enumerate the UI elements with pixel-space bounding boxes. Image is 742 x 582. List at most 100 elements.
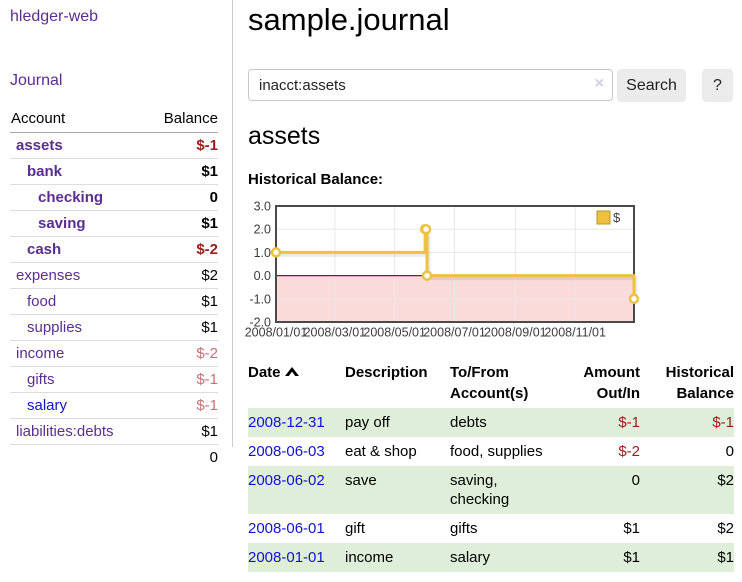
transaction-date-link[interactable]: 2008-06-03 bbox=[248, 443, 325, 460]
transaction-description: income bbox=[345, 549, 394, 566]
search-button[interactable]: Search bbox=[617, 69, 686, 102]
transaction-date-cell: 2008-12-31 bbox=[248, 408, 345, 437]
transaction-accounts: saving, checking bbox=[450, 472, 510, 508]
account-row: assets $-1 bbox=[10, 132, 218, 159]
x-tick-label: 2008/07/01 bbox=[423, 326, 486, 340]
transaction-date-link[interactable]: 2008-06-01 bbox=[248, 520, 325, 537]
accounts-table-body: assets $-1 bank $1 checking 0 saving $1 cash $-2 e… bbox=[10, 132, 218, 445]
data-point-marker bbox=[270, 247, 282, 258]
account-link[interactable]: income bbox=[16, 345, 65, 362]
chevron-up-icon bbox=[284, 367, 299, 376]
account-row: saving $1 bbox=[10, 210, 218, 237]
account-name-cell: assets bbox=[10, 132, 146, 159]
transaction-balance: 0 bbox=[725, 443, 734, 460]
transaction-row: 2008-01-01 income salary $1 $1 bbox=[248, 543, 734, 572]
data-point-marker bbox=[420, 223, 432, 235]
account-balance: $-1 bbox=[145, 132, 218, 159]
transaction-amount: $-1 bbox=[618, 414, 640, 431]
account-link[interactable]: expenses bbox=[16, 267, 81, 284]
account-row: bank $1 bbox=[10, 158, 218, 185]
account-link[interactable]: food bbox=[27, 293, 57, 310]
y-tick-label: -1.0 bbox=[249, 292, 271, 306]
account-name-cell: gifts bbox=[10, 366, 146, 393]
search-input[interactable] bbox=[248, 69, 613, 101]
account-row: food $1 bbox=[10, 288, 218, 315]
plot-border bbox=[275, 205, 635, 323]
accounts-total-row: 0 bbox=[10, 444, 218, 470]
transaction-date-link[interactable]: 2008-12-31 bbox=[248, 414, 325, 431]
account-name-cell: cash bbox=[10, 236, 146, 263]
accounts-table: Account Balance assets $-1 bank $1 checking 0… bbox=[10, 106, 218, 470]
transaction-description: pay off bbox=[345, 414, 390, 431]
account-balance: $-2 bbox=[145, 236, 218, 263]
transaction-description: eat & shop bbox=[345, 443, 417, 460]
account-link[interactable]: cash bbox=[27, 241, 62, 258]
account-balance: $-1 bbox=[145, 392, 218, 419]
transaction-balance: $-1 bbox=[712, 414, 734, 431]
transaction-row: 2008-06-03 eat & shop food, supplies $-2 0 bbox=[248, 437, 734, 466]
account-row: gifts $-1 bbox=[10, 366, 218, 393]
transaction-date-cell: 2008-06-02 bbox=[248, 466, 345, 514]
y-tick-label: 3.0 bbox=[254, 200, 271, 214]
accounts-total-value: 0 bbox=[145, 444, 218, 470]
x-tick-label: 2008/03/01 bbox=[304, 326, 367, 340]
accounts-header-row: Account Balance bbox=[10, 106, 218, 133]
account-row: expenses $2 bbox=[10, 262, 218, 289]
clear-search-icon[interactable]: × bbox=[594, 75, 604, 92]
sidebar: hledger-web Journal Account Balance asse… bbox=[0, 0, 233, 470]
account-balance: $2 bbox=[145, 262, 218, 289]
app-title-link[interactable]: hledger-web bbox=[10, 8, 99, 25]
account-link[interactable]: checking bbox=[38, 189, 104, 206]
page-title: sample.journal bbox=[248, 2, 450, 37]
register-header-amount: Amount Out/In bbox=[583, 364, 640, 402]
help-button[interactable]: ? bbox=[702, 69, 733, 102]
x-tick-label: 2008/11/01 bbox=[544, 326, 606, 340]
x-tick-label: 2008/05/01 bbox=[363, 326, 426, 340]
account-link[interactable]: gifts bbox=[27, 371, 55, 388]
chart-title: Historical Balance: bbox=[248, 171, 384, 188]
transaction-date-cell: 2008-06-03 bbox=[248, 437, 345, 466]
transaction-row: 2008-12-31 pay off debts $-1 $-1 bbox=[248, 408, 734, 437]
account-link[interactable]: saving bbox=[38, 215, 86, 232]
account-link[interactable]: bank bbox=[27, 163, 63, 180]
transaction-row: 2008-06-02 save saving, checking 0 $2 bbox=[248, 466, 734, 514]
sidebar-item-journal[interactable]: Journal bbox=[10, 72, 63, 89]
account-balance: $1 bbox=[145, 158, 218, 185]
account-row: checking 0 bbox=[10, 184, 218, 211]
account-row: income $-2 bbox=[10, 340, 218, 367]
accounts-header-account: Account bbox=[10, 106, 146, 133]
account-link[interactable]: salary bbox=[27, 397, 68, 414]
transaction-balance: $2 bbox=[717, 472, 734, 489]
transaction-amount: $1 bbox=[623, 520, 640, 537]
account-row: supplies $1 bbox=[10, 314, 218, 341]
register-table-body: 2008-12-31 pay off debts $-1 $-1 2008-06-03 ea… bbox=[248, 408, 734, 572]
transaction-amount: 0 bbox=[631, 472, 640, 489]
y-tick-label: 0.0 bbox=[254, 269, 271, 283]
accounts-total-spacer bbox=[10, 444, 146, 470]
transaction-description: gift bbox=[345, 520, 366, 537]
account-heading: assets bbox=[248, 122, 321, 150]
transaction-date-link[interactable]: 2008-06-02 bbox=[248, 472, 325, 489]
account-link[interactable]: liabilities:debts bbox=[16, 423, 114, 440]
accounts-header-balance: Balance bbox=[145, 106, 218, 133]
account-row: cash $-2 bbox=[10, 236, 218, 263]
account-balance: $1 bbox=[145, 314, 218, 341]
transaction-amount: $1 bbox=[623, 549, 640, 566]
account-name-cell: saving bbox=[10, 210, 146, 237]
register-header-balance: Historical Balance bbox=[665, 364, 734, 402]
transaction-date-cell: 2008-01-01 bbox=[248, 543, 345, 572]
register-header-description: Description bbox=[345, 364, 428, 381]
search-bar: × bbox=[248, 69, 613, 101]
register-header-accounts: To/From Account(s) bbox=[450, 364, 529, 402]
account-balance: $-2 bbox=[145, 340, 218, 367]
transaction-description: save bbox=[345, 472, 377, 489]
x-tick-label: 2008/01/01 bbox=[245, 326, 308, 340]
account-link[interactable]: assets bbox=[16, 137, 63, 154]
account-row: salary $-1 bbox=[10, 392, 218, 419]
transaction-date-link[interactable]: 2008-01-01 bbox=[248, 549, 325, 566]
account-link[interactable]: supplies bbox=[27, 319, 83, 336]
transaction-row: 2008-06-01 gift gifts $1 $2 bbox=[248, 514, 734, 543]
transaction-date-cell: 2008-06-01 bbox=[248, 514, 345, 543]
register-header-date[interactable]: Date bbox=[248, 360, 345, 408]
data-point-marker bbox=[421, 270, 433, 281]
